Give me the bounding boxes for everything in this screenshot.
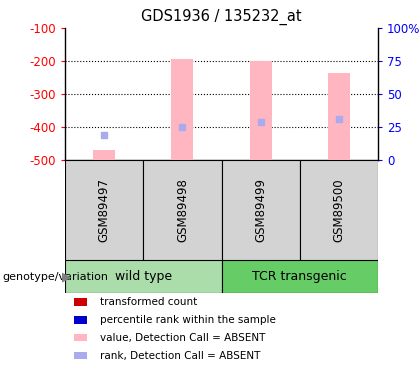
Bar — [74, 298, 87, 306]
Title: GDS1936 / 135232_at: GDS1936 / 135232_at — [141, 9, 302, 25]
Bar — [74, 334, 87, 341]
Bar — [74, 352, 87, 359]
Bar — [65, 260, 222, 293]
Text: percentile rank within the sample: percentile rank within the sample — [100, 315, 276, 325]
Text: rank, Detection Call = ABSENT: rank, Detection Call = ABSENT — [100, 351, 260, 361]
Bar — [250, 61, 272, 160]
Bar — [93, 150, 115, 160]
Bar — [222, 260, 378, 293]
Bar — [328, 72, 350, 160]
Text: value, Detection Call = ABSENT: value, Detection Call = ABSENT — [100, 333, 265, 343]
Bar — [222, 160, 300, 260]
Text: GSM89500: GSM89500 — [332, 178, 345, 242]
Text: transformed count: transformed count — [100, 297, 197, 307]
Bar — [300, 160, 378, 260]
Text: ▶: ▶ — [62, 270, 72, 283]
Bar — [65, 160, 143, 260]
Bar — [74, 316, 87, 324]
Text: GSM89497: GSM89497 — [98, 178, 111, 242]
Text: wild type: wild type — [115, 270, 172, 283]
Text: genotype/variation: genotype/variation — [2, 272, 108, 282]
Bar — [143, 160, 222, 260]
Text: GSM89498: GSM89498 — [176, 178, 189, 242]
Bar — [171, 59, 193, 160]
Text: TCR transgenic: TCR transgenic — [252, 270, 347, 283]
Text: GSM89499: GSM89499 — [254, 178, 267, 242]
